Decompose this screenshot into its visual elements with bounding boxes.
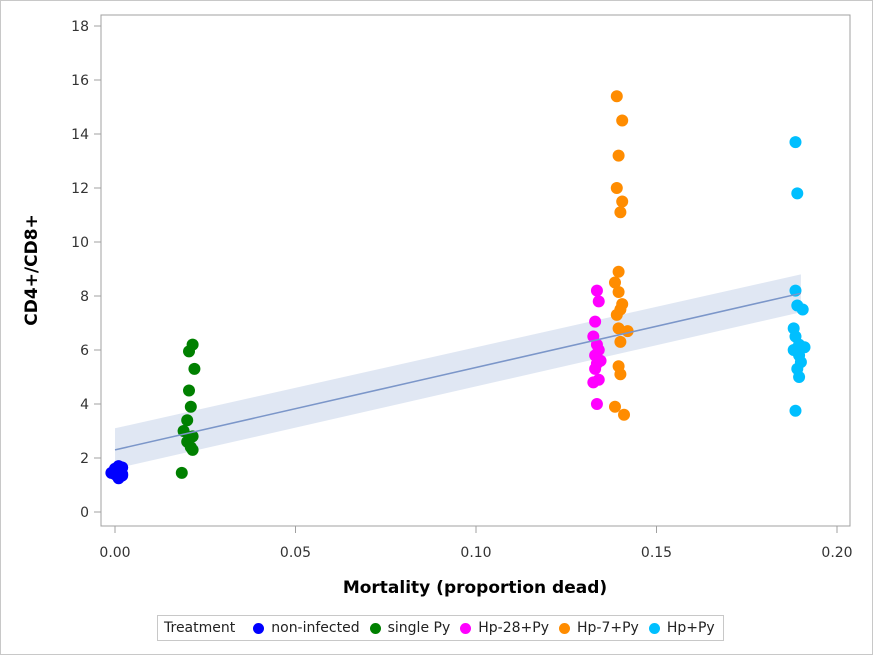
data-point [587,376,600,389]
y-tick-label: 4 [80,397,89,413]
x-tick-label: 0.10 [460,545,491,561]
data-point [612,285,625,298]
data-point [188,362,201,375]
data-point [616,195,629,208]
data-point [183,384,196,397]
data-point [610,90,623,103]
data-point [614,335,627,348]
y-tick-label: 14 [71,127,89,143]
data-point [116,468,129,481]
legend-item-hp-py: Hp+Py [648,620,715,636]
y-tick-label: 12 [71,181,89,197]
legend-item-non-infected: non-infected [253,620,360,636]
x-tick-label: 0.00 [99,545,130,561]
data-point [618,408,631,421]
y-tick-label: 18 [71,19,89,35]
data-point [791,187,804,200]
data-point [610,308,623,321]
y-tick-label: 16 [71,73,89,89]
legend-item-single-py: single Py [369,620,451,636]
legend-marker-icon [648,622,660,634]
data-point [184,400,197,413]
legend-marker-icon [558,622,570,634]
data-point [608,400,621,413]
series-hp-7-py [608,90,634,421]
legend-label: Hp-28+Py [478,620,549,636]
y-tick-label: 6 [80,343,89,359]
y-tick-label: 10 [71,235,89,251]
data-point [590,284,603,297]
data-point [589,315,602,328]
legend-label: single Py [387,620,451,636]
data-point [175,466,188,479]
regression-line [114,292,802,451]
legend-item-hp-7-py: Hp-7+Py [558,620,639,636]
series-single-py [175,338,201,479]
data-point [183,345,196,358]
series-hp-28-py [587,284,607,410]
data-point [590,398,603,410]
y-tick-label: 8 [80,289,89,305]
data-point [186,443,199,456]
series-non-infected [105,460,129,485]
plot-frame [100,14,851,527]
legend: Treatment non-infected single Py Hp-28+P… [157,615,724,641]
x-tick-label: 0.05 [280,545,311,561]
data-point [612,265,625,278]
legend-marker-icon [369,622,381,634]
legend-marker-icon [253,622,265,634]
data-point [181,414,194,427]
data-point [789,404,802,417]
legend-title: Treatment [164,620,236,636]
data-point [796,303,809,316]
data-point [614,206,627,219]
y-tick-label: 2 [80,451,89,467]
legend-label: non-infected [271,620,360,636]
data-point [612,149,625,162]
data-point [592,295,605,308]
data-point [608,276,621,289]
data-point [614,368,627,381]
data-point [612,322,625,335]
x-axis-title: Mortality (proportion dead) [343,578,607,598]
data-point [610,182,623,194]
y-tick-label: 0 [80,505,89,521]
series-hp-py [787,136,811,417]
legend-marker-icon [460,622,472,634]
y-axis-title: CD4+/CD8+ [22,214,42,326]
x-tick-label: 0.20 [821,545,852,561]
data-point [789,136,802,149]
legend-label: Hp-7+Py [576,620,639,636]
legend-item-hp-28-py: Hp-28+Py [460,620,549,636]
x-tick-label: 0.15 [641,545,672,561]
data-point [589,362,602,375]
data-point [616,114,629,127]
legend-label: Hp+Py [666,620,715,636]
data-point [793,371,806,383]
